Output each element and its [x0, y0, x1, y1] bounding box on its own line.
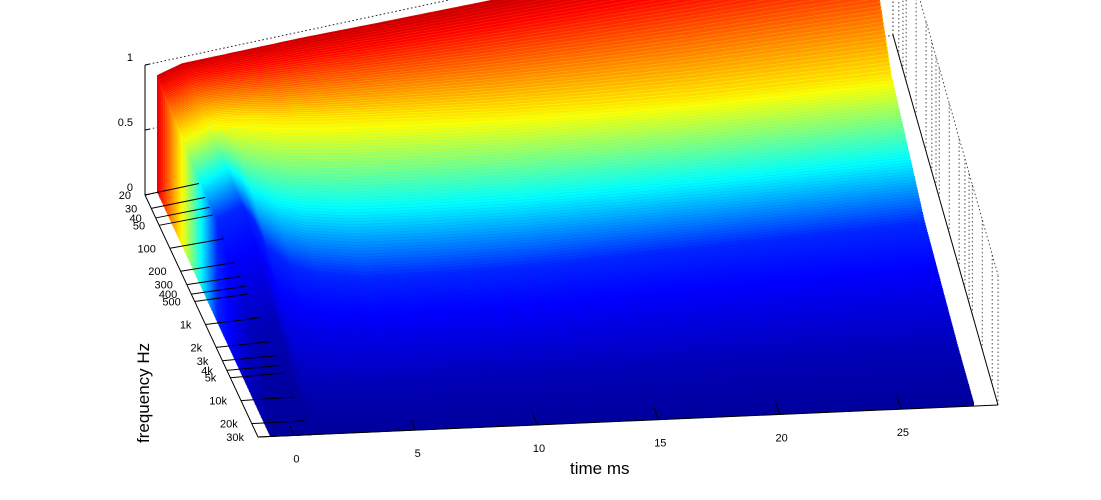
- surface-slice: [253, 320, 959, 401]
- y-tick-mark: [222, 355, 277, 362]
- y-tick-mark: [240, 396, 295, 402]
- y-tick-label: 20: [119, 190, 131, 202]
- y-tick-mark: [226, 364, 281, 371]
- x-axis-line: [257, 404, 999, 438]
- surface-slice: [253, 323, 960, 403]
- axis-ticks: 0 5 10 15 20 25203040501002003004005001k2k3k4…: [118, 52, 909, 465]
- z-tick-label: 1: [127, 52, 133, 64]
- surface-slice: [251, 316, 958, 398]
- y-tick-label: 500: [162, 297, 180, 309]
- x-tick-label: 10: [533, 443, 545, 455]
- y-tick-mark: [251, 420, 306, 425]
- axes-box-front: [144, 34, 999, 438]
- y-tick-mark: [257, 434, 312, 438]
- box-edge-floor-right: [892, 34, 999, 406]
- box-edge-top-right: [919, 0, 999, 276]
- y-tick-label: 20k: [220, 419, 238, 431]
- x-tick-label: 25: [897, 427, 909, 439]
- surface-slice: [250, 311, 956, 395]
- x-tick-mark: [896, 395, 902, 410]
- y-tick-mark: [191, 285, 246, 295]
- x-tick-label: 5: [415, 448, 421, 460]
- surface-slice: [259, 345, 965, 414]
- z-tick-label: 0.5: [118, 117, 133, 129]
- x-tick-label: 0: [293, 453, 299, 465]
- surface-slice: [249, 309, 956, 394]
- y-axis-label: frequency Hz: [134, 343, 153, 443]
- y-tick-mark: [155, 206, 210, 219]
- y-tick-label: 2k: [191, 342, 203, 354]
- y-tick-label: 300: [154, 280, 172, 292]
- z-tick-label: 0: [127, 182, 133, 194]
- y-tick-mark: [216, 341, 270, 348]
- y-tick-label: 30k: [226, 432, 244, 444]
- y-tick-mark: [180, 262, 235, 272]
- y-tick-mark: [144, 182, 200, 196]
- y-tick-mark: [205, 317, 260, 325]
- x-axis-label: time ms: [570, 459, 630, 478]
- y-tick-label: 5k: [205, 373, 217, 385]
- y-tick-mark: [230, 372, 284, 379]
- y-tick-mark: [159, 214, 214, 226]
- surface-slice: [255, 331, 961, 407]
- y-tick-mark: [194, 293, 249, 303]
- y-axis-line: [144, 194, 259, 438]
- surface-slice: [251, 314, 957, 397]
- x-tick-mark: [289, 425, 295, 436]
- y-tick-label: 4k: [201, 365, 213, 377]
- z-tick-mark: [144, 128, 151, 131]
- surface-slices: [157, 0, 974, 437]
- y-tick-label: 50: [133, 220, 145, 232]
- x-tick-mark: [775, 401, 781, 415]
- y-tick-label: 40: [129, 213, 141, 225]
- x-tick-mark: [653, 407, 659, 420]
- y-tick-mark: [151, 196, 206, 209]
- surface-slice: [254, 326, 960, 404]
- y-tick-label: 400: [159, 289, 177, 301]
- surface-slice: [252, 318, 958, 400]
- surface-slice: [269, 389, 974, 437]
- y-tick-label: 30: [125, 203, 137, 215]
- x-tick-mark: [411, 419, 417, 431]
- surface-slice: [256, 334, 962, 408]
- z-tick-mark: [144, 63, 151, 66]
- y-tick-label: 200: [148, 266, 166, 278]
- surface-slice: [258, 342, 964, 413]
- y-tick-label: 3k: [197, 356, 209, 368]
- y-tick-mark: [169, 238, 224, 249]
- y-tick-label: 100: [138, 243, 156, 255]
- y-tick-label: 1k: [180, 319, 192, 331]
- z-tick-mark: [144, 193, 151, 196]
- x-tick-mark: [532, 413, 538, 426]
- x-tick-label: 20: [776, 432, 788, 444]
- y-tick-mark: [186, 275, 241, 286]
- y-tick-label: 10k: [209, 396, 227, 408]
- x-tick-label: 15: [654, 438, 666, 450]
